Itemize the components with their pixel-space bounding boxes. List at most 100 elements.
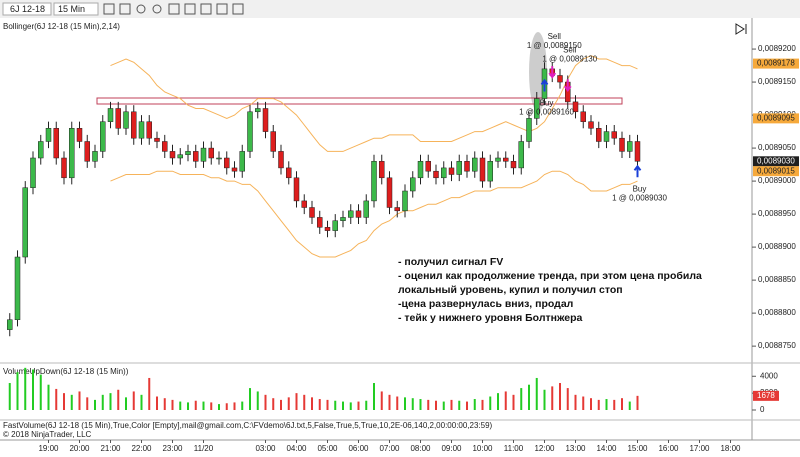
volume-bar <box>497 393 499 410</box>
x-tick-label: 16:00 <box>658 444 679 453</box>
candle-body <box>479 157 486 182</box>
trade-label: 1 @ 0,0089150 <box>527 41 582 50</box>
candle-body <box>386 177 393 208</box>
x-tick-label: 08:00 <box>410 444 431 453</box>
volume-bar <box>466 401 468 410</box>
interval-box[interactable] <box>53 2 99 16</box>
x-tick-label: 10:00 <box>472 444 493 453</box>
candle-body <box>138 121 145 139</box>
candle-body <box>324 227 331 231</box>
volume-bar <box>365 400 368 410</box>
volume-marker <box>753 390 779 401</box>
icon[interactable] <box>200 3 212 15</box>
candle-body <box>464 161 470 172</box>
volume-bar <box>78 391 81 410</box>
icon[interactable] <box>184 3 196 15</box>
instrument[interactable]: 6J 12-18 <box>10 4 45 14</box>
volume-bar <box>512 394 515 410</box>
toolbar <box>0 0 800 18</box>
candle-body <box>518 141 524 169</box>
candle-body <box>448 167 455 175</box>
trade-arrow <box>633 164 642 178</box>
volume-bar <box>597 399 600 410</box>
icon[interactable] <box>168 3 180 15</box>
candle-body <box>30 157 36 188</box>
instrument-box[interactable] <box>2 2 52 16</box>
volume-bar <box>326 399 329 410</box>
candle-body <box>572 101 579 113</box>
volume-bar <box>101 394 104 410</box>
volume-bar <box>32 369 34 410</box>
price-marker-label: 0,0089030 <box>757 156 795 165</box>
volume-bar <box>194 400 197 410</box>
icon[interactable] <box>103 3 115 15</box>
volume-bar <box>342 401 344 410</box>
candle-body <box>293 177 300 202</box>
volume-bar <box>334 400 337 410</box>
volume-bar <box>202 401 205 410</box>
candle-body <box>262 108 269 132</box>
trade-label: 1 @ 0,0089130 <box>542 54 597 63</box>
candle-body <box>410 177 416 192</box>
scroll-end-icon[interactable] <box>735 23 747 35</box>
volume-bar <box>210 402 213 410</box>
interval[interactable]: 15 Min <box>58 4 85 14</box>
level-box <box>96 97 623 105</box>
volume-bar <box>566 388 569 410</box>
volume-bar <box>264 394 267 410</box>
volume-bar <box>473 399 476 410</box>
candle-body <box>61 157 67 179</box>
candle-body <box>634 141 641 162</box>
candle-body <box>379 161 385 179</box>
candle-body <box>510 161 517 169</box>
volume-bar <box>125 397 127 410</box>
candle-body <box>363 200 369 218</box>
candle-body <box>14 256 21 320</box>
copyright: © 2018 NinjaTrader, LLC <box>3 430 92 439</box>
volume-bar <box>551 386 554 410</box>
candle-body <box>239 151 245 172</box>
volume-bar <box>272 398 275 410</box>
candle-body <box>38 141 44 159</box>
icon[interactable] <box>152 4 162 14</box>
candle-body <box>255 108 261 113</box>
candle-body <box>224 157 230 169</box>
volume-bar <box>86 397 89 410</box>
volume-bar <box>233 402 236 410</box>
candle-body <box>487 161 493 182</box>
candle-body <box>417 161 424 179</box>
y-tick-label: 0,0088750 <box>758 341 796 350</box>
candle-body <box>146 121 152 139</box>
volume-bar <box>582 396 585 410</box>
candle-body <box>84 141 90 162</box>
candle-body <box>200 147 207 162</box>
volume-bar <box>613 399 616 410</box>
volume-bar <box>241 401 244 410</box>
trade-arrow <box>548 66 557 79</box>
icon[interactable] <box>216 3 228 15</box>
y-tick-label: 0,0088900 <box>758 242 796 251</box>
candle-body <box>309 207 315 218</box>
price-marker-label: 0,0089015 <box>757 166 795 175</box>
candle-body <box>627 141 633 152</box>
x-tick-label: 23:00 <box>162 444 183 453</box>
candle-body <box>371 161 377 202</box>
volume-bar <box>404 397 406 410</box>
x-tick-label: 13:00 <box>565 444 586 453</box>
volume-bar <box>187 402 189 410</box>
x-tick-label: 14:00 <box>596 444 617 453</box>
volume-bar <box>419 399 422 410</box>
volume-bar <box>435 400 437 410</box>
icon[interactable] <box>232 3 244 15</box>
candle-body <box>231 167 238 172</box>
volume-bar <box>109 393 112 410</box>
x-tick-label: 06:00 <box>348 444 369 453</box>
y-tick-label: 0,0089150 <box>758 77 796 86</box>
volume-bar <box>303 394 306 410</box>
note-line: - оценил как продолжение тренда, при это… <box>398 270 702 282</box>
trade-label: 1 @ 0,0089030 <box>612 193 667 202</box>
candle-body <box>472 157 478 172</box>
icon[interactable] <box>136 4 146 14</box>
price-marker <box>753 113 799 124</box>
icon[interactable] <box>119 3 131 15</box>
